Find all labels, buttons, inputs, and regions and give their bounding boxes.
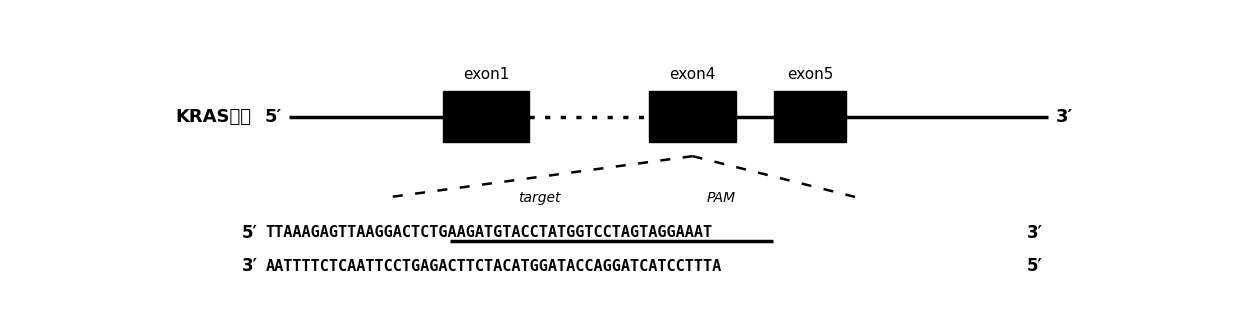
Text: 5′: 5′ [242,224,258,242]
Bar [649,91,736,142]
Text: exon1: exon1 [463,67,509,82]
Text: PAM: PAM [706,191,736,205]
Text: 5′: 5′ [264,108,281,125]
Text: KRAS基因: KRAS基因 [175,108,250,125]
Text: 3′: 3′ [1056,108,1073,125]
Text: exon4: exon4 [669,67,716,82]
Text: 5′: 5′ [1027,257,1043,275]
Text: target: target [518,191,560,205]
Bar [444,91,529,142]
Text: AATTTTCTCAATTCCTGAGACTTCTACATGGATACCAGGATCATCCTTTA: AATTTTCTCAATTCCTGAGACTTCTACATGGATACCAGGA… [265,259,721,274]
Bar [774,91,846,142]
Text: 3′: 3′ [1027,224,1043,242]
Text: TTAAAGAGTTAAGGACTCTGAAGATGTACCTATGGTCCTAGTAGGAAAT: TTAAAGAGTTAAGGACTCTGAAGATGTACCTATGGTCCTA… [265,225,712,240]
Text: exon5: exon5 [787,67,834,82]
Text: 3′: 3′ [242,257,258,275]
